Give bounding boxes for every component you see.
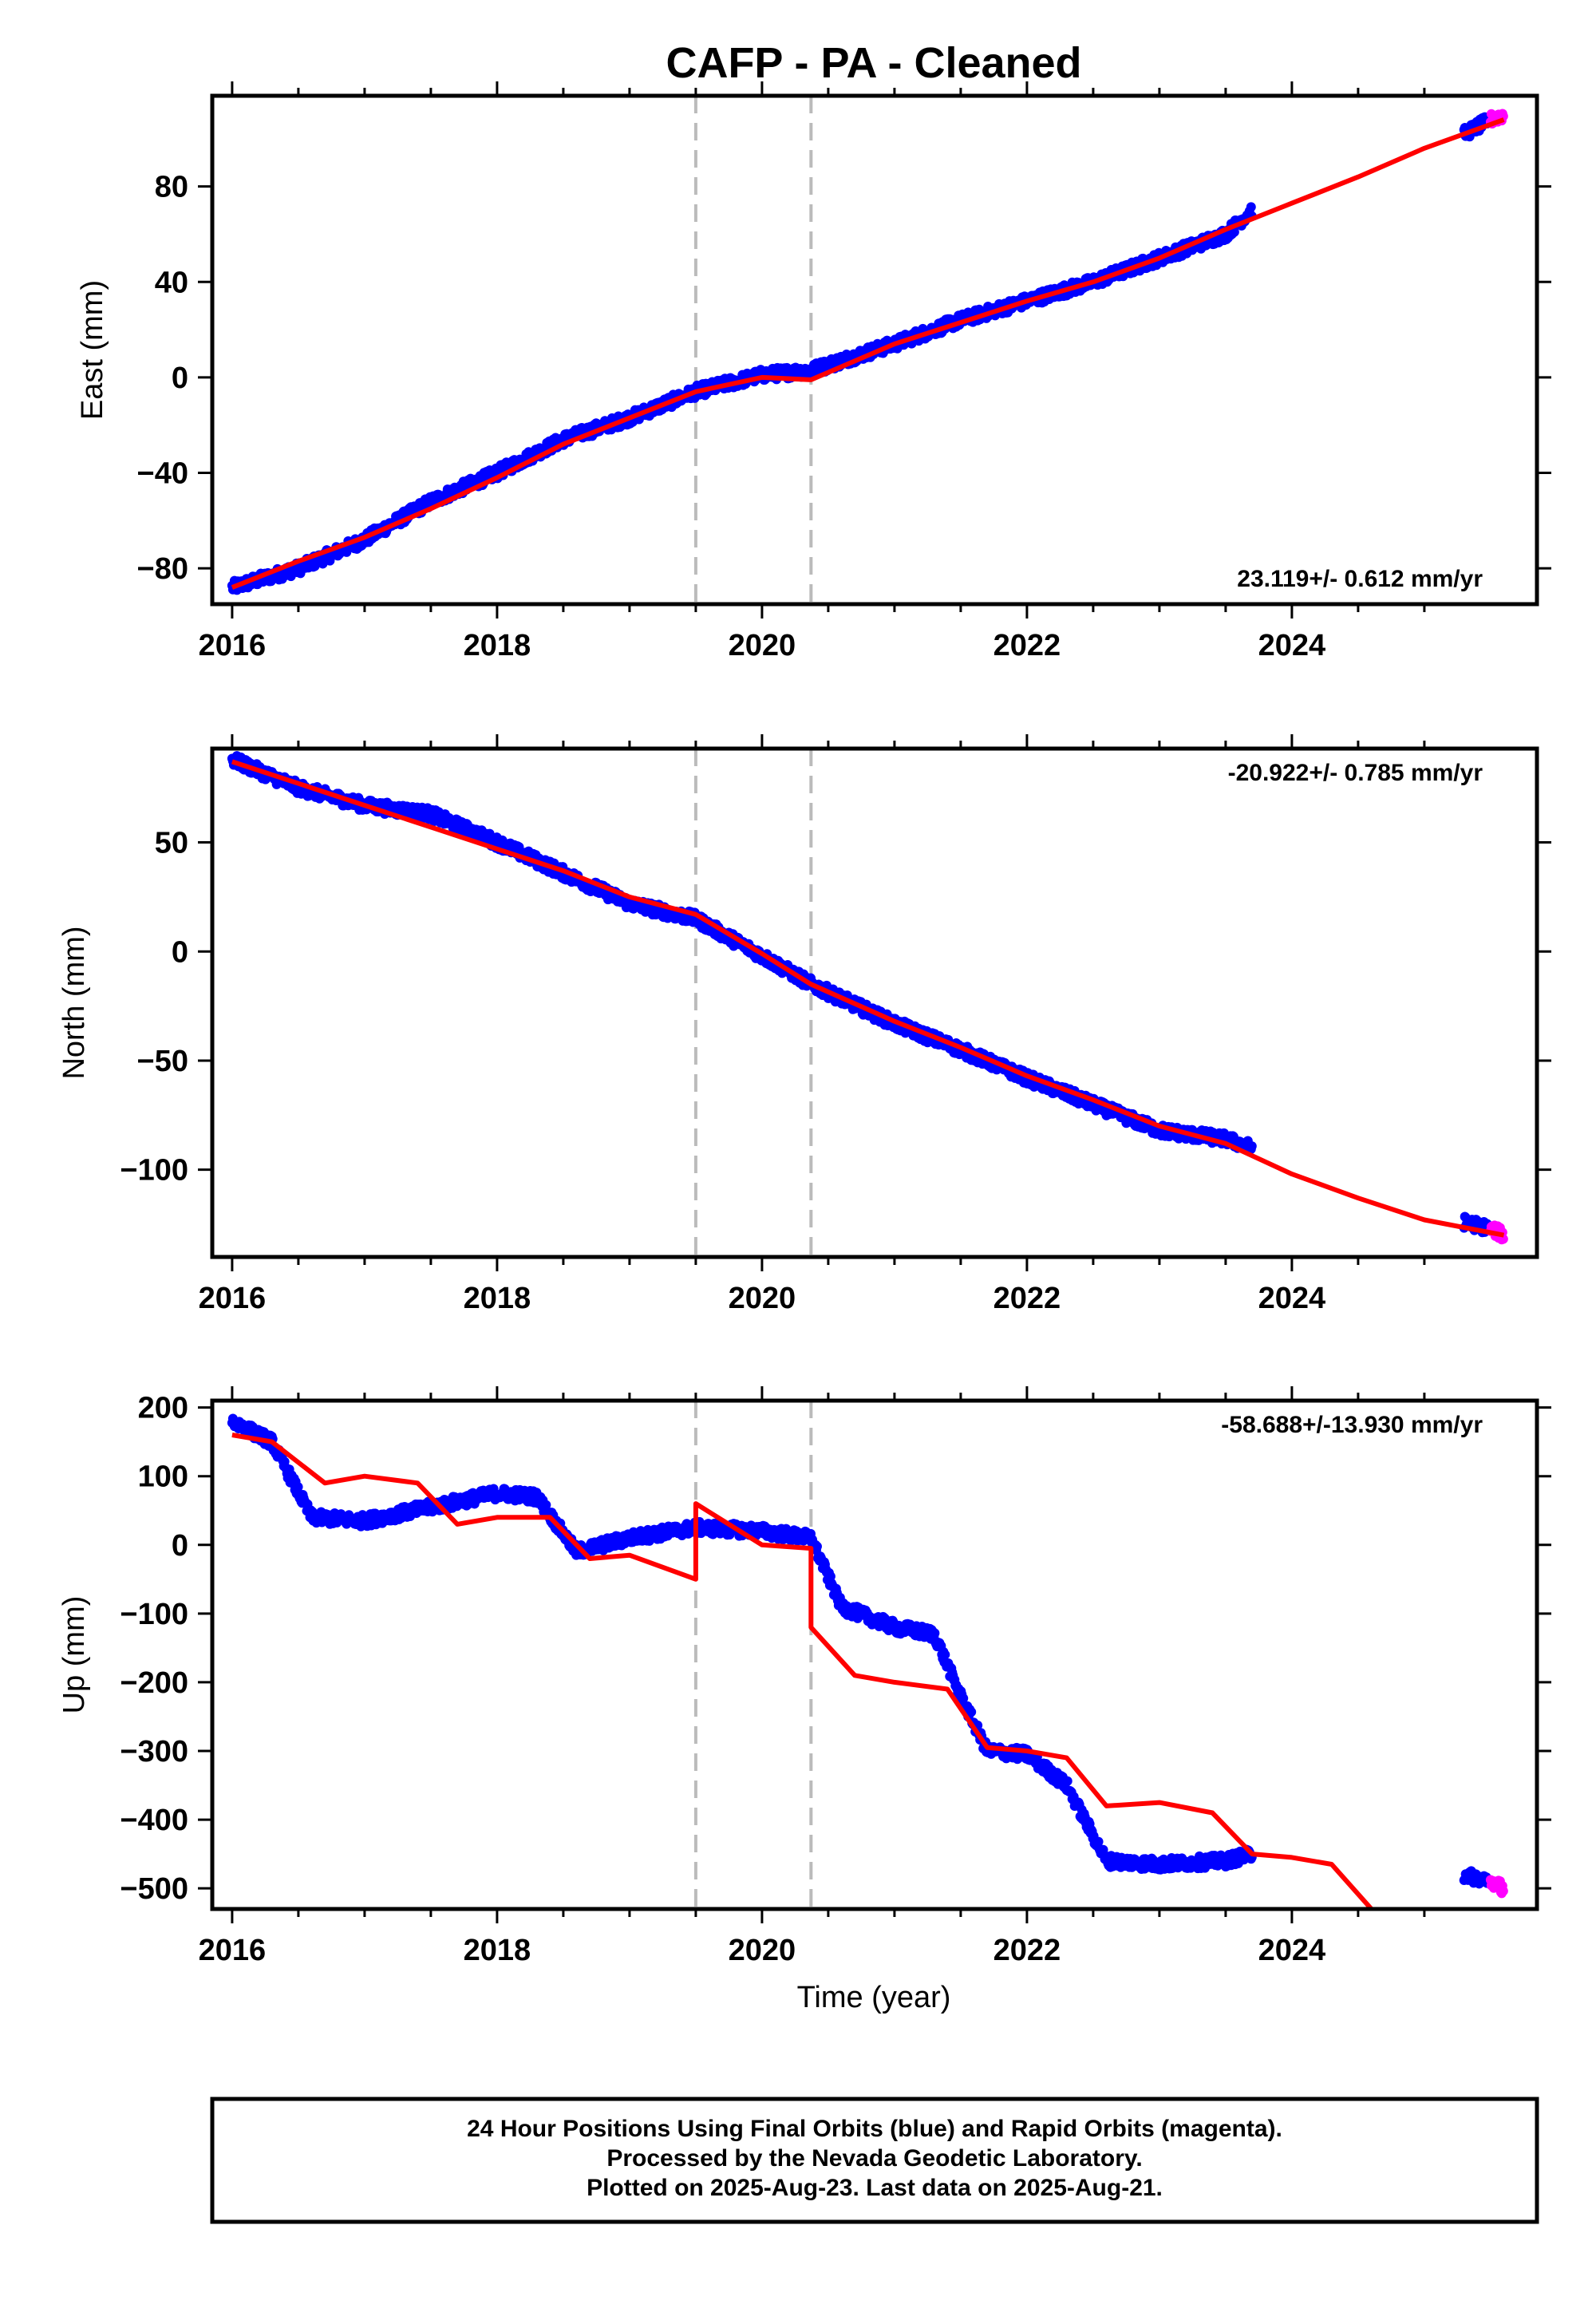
data-point — [1093, 1836, 1104, 1847]
y-tick-label: −500 — [120, 1872, 188, 1906]
y-tick-label: −200 — [120, 1666, 188, 1700]
y-tick-label: 0 — [172, 935, 188, 969]
y-tick-label: 100 — [138, 1460, 188, 1494]
data-point — [1062, 1776, 1073, 1786]
x-tick-label: 2022 — [994, 629, 1061, 662]
north-y-axis-label: North (mm) — [57, 926, 91, 1079]
x-axis-label: Time (year) — [797, 1981, 951, 2014]
up-rate-label: -58.688+/-13.930 mm/yr — [1221, 1412, 1483, 1438]
x-tick-label: 2024 — [1258, 1934, 1326, 1967]
x-tick-label: 2024 — [1258, 1282, 1326, 1315]
footer-box: 24 Hour Positions Using Final Orbits (bl… — [210, 2097, 1539, 2224]
x-tick-label: 2016 — [199, 629, 267, 662]
y-tick-label: 80 — [155, 171, 188, 204]
y-tick-label: 40 — [155, 266, 188, 299]
north-panel: 2016 2018 2020 2022 2024 −100 −50 0 50 North (mm)… — [57, 734, 1551, 1315]
footer-line-1: 24 Hour Positions Using Final Orbits (bl… — [467, 2116, 1282, 2142]
x-tick-label: 2022 — [994, 1934, 1061, 1967]
data-point — [966, 1707, 977, 1717]
y-tick-label: −80 — [137, 552, 188, 586]
y-tick-label: 200 — [138, 1392, 188, 1425]
data-point — [541, 1500, 551, 1510]
east-frame — [210, 93, 1539, 607]
footer-line-2: Processed by the Nevada Geodetic Laborat… — [606, 2145, 1142, 2172]
east-plot-area — [227, 96, 1508, 604]
east-y-axis-label: East (mm) — [76, 280, 109, 420]
data-point — [1229, 227, 1239, 237]
x-tick-label: 2020 — [729, 1934, 796, 1967]
up-y-axis-label: Up (mm) — [57, 1596, 91, 1714]
data-point — [930, 1628, 940, 1638]
chart-title: CAFP - PA - Cleaned — [666, 39, 1081, 87]
data-point — [958, 1694, 969, 1704]
north-rate-label: -20.922+/- 0.785 mm/yr — [1228, 760, 1483, 786]
x-tick-label: 2020 — [729, 629, 796, 662]
data-point — [1246, 202, 1256, 212]
y-tick-label: 0 — [172, 362, 188, 395]
x-tick-label: 2024 — [1258, 629, 1326, 662]
x-tick-label: 2018 — [464, 1934, 531, 1967]
y-tick-label: 50 — [155, 827, 188, 860]
data-point — [940, 1650, 950, 1660]
y-tick-label: −40 — [137, 457, 188, 491]
footer-border — [210, 2097, 1539, 2224]
up-panel: 2016 2018 2020 2022 2024 −500 −400 −300 −200 −100… — [57, 1386, 1551, 1967]
x-tick-label: 2018 — [464, 1282, 531, 1315]
x-tick-label: 2018 — [464, 629, 531, 662]
y-tick-label: −400 — [120, 1804, 188, 1837]
east-rate-label: 23.119+/- 0.612 mm/yr — [1237, 566, 1483, 592]
data-point — [1498, 1886, 1508, 1896]
up-final-orbits-series — [227, 1413, 1492, 1889]
up-frame — [210, 1398, 1539, 1911]
up-rapid-orbits-series — [1485, 1875, 1508, 1899]
y-tick-label: −100 — [120, 1598, 188, 1631]
data-point — [812, 1541, 822, 1551]
y-tick-label: 0 — [172, 1529, 188, 1563]
x-tick-label: 2022 — [994, 1282, 1061, 1315]
north-model-fit-line — [231, 759, 1505, 1238]
up-plot-area — [227, 1401, 1508, 1909]
up-model-fit-line — [231, 1433, 1373, 1909]
x-tick-label: 2020 — [729, 1282, 796, 1315]
y-tick-label: −50 — [137, 1045, 188, 1078]
north-plot-area — [227, 749, 1508, 1257]
x-tick-label: 2016 — [199, 1934, 267, 1967]
data-point — [293, 1482, 303, 1492]
y-tick-label: −100 — [120, 1154, 188, 1188]
footer-line-3: Plotted on 2025-Aug-23. Last data on 202… — [587, 2175, 1163, 2201]
data-point — [1246, 1141, 1257, 1152]
x-tick-label: 2016 — [199, 1282, 267, 1315]
north-frame — [210, 746, 1539, 1259]
east-panel: 2016 2018 2020 2022 2024 −80 −40 0 40 80 East (mm)… — [76, 81, 1551, 662]
y-tick-label: −300 — [120, 1735, 188, 1769]
east-model-fit-line — [231, 117, 1505, 590]
